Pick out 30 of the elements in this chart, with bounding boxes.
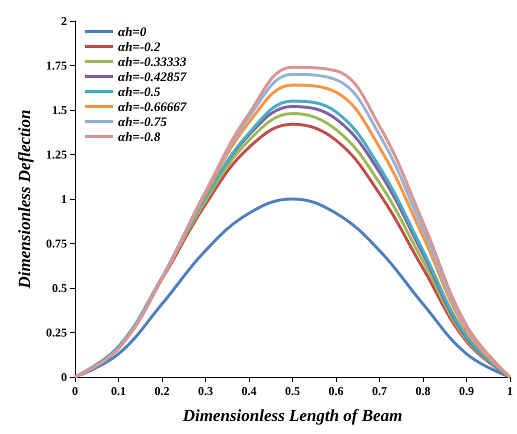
x-tick-label: 0 [72, 384, 78, 398]
y-axis-title: Dimensionless Deflection [15, 110, 34, 290]
x-axis-title: Dimensionless Length of Beam [182, 406, 402, 425]
y-tick-label: 0.75 [46, 236, 67, 250]
y-tick-label: 0.25 [46, 326, 67, 340]
x-tick-label: 0.4 [242, 384, 256, 398]
legend-label: αh=-0.66667 [118, 99, 187, 114]
x-tick-label: 0.5 [285, 384, 300, 398]
x-tick-label: 0.8 [416, 384, 430, 398]
legend-label: αh=-0.2 [118, 39, 161, 54]
legend-label: αh=0 [118, 24, 147, 39]
x-tick-label: 0.3 [198, 384, 213, 398]
y-tick-label: 1.75 [46, 58, 67, 72]
x-tick-label: 1 [507, 384, 513, 398]
y-tick-label: 1.5 [52, 103, 67, 117]
x-tick-label: 0.7 [372, 384, 387, 398]
x-tick-label: 0.6 [328, 384, 344, 398]
legend-label: αh=-0.42857 [118, 69, 187, 84]
y-tick-label: 1.25 [46, 148, 67, 162]
y-tick-label: 2 [61, 14, 67, 28]
legend-label: αh=-0.5 [118, 84, 161, 99]
y-tick-label: 0.5 [52, 281, 67, 295]
x-tick-label: 0.1 [111, 384, 126, 398]
legend-label: αh=-0.75 [118, 114, 168, 129]
x-tick-label: 0.2 [154, 384, 170, 398]
x-tick-label: 0.9 [459, 384, 474, 398]
legend-label: αh=-0.33333 [118, 54, 187, 69]
legend-label: αh=-0.8 [118, 129, 161, 144]
y-tick-label: 1 [61, 192, 67, 206]
y-tick-label: 0 [61, 370, 67, 384]
